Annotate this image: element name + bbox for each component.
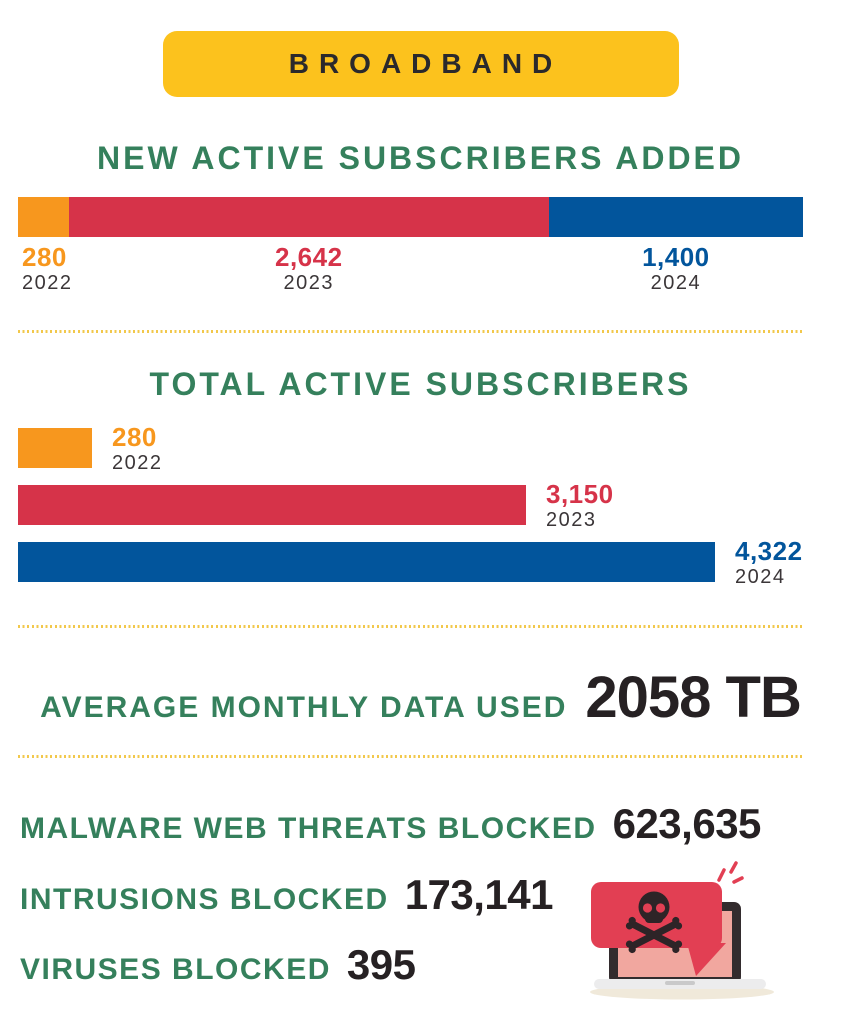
bar <box>18 485 526 525</box>
laptop-malware-alert-illustration <box>590 861 774 1000</box>
total-bars: 280 2022 3,150 2023 4,322 2024 <box>18 424 803 599</box>
bar-label-group: 4,322 2024 <box>735 538 803 587</box>
stacked-bar-segment <box>548 197 803 237</box>
stacked-bar-segment <box>18 197 69 237</box>
average-data-value: 2058 TB <box>585 665 801 730</box>
bar <box>18 542 715 582</box>
bar-year: 2022 <box>112 451 163 474</box>
chart1-title: NEW ACTIVE SUBSCRIBERS ADDED <box>97 140 744 176</box>
stat-row: MALWARE WEB THREATS BLOCKED 623,635 <box>20 800 761 848</box>
alert-sparks-icon <box>717 861 744 884</box>
bar-year: 2024 <box>650 272 702 294</box>
bar <box>18 428 92 468</box>
stacked-bar-label-group: 280 2022 <box>22 244 73 293</box>
bar-value: 1,400 <box>642 242 710 272</box>
stat-value: 173,141 <box>404 871 554 918</box>
stat-value: 395 <box>346 941 416 988</box>
stacked-bar-label-group: 2,642 2023 <box>275 244 343 293</box>
stat-label: MALWARE WEB THREATS BLOCKED <box>20 812 597 845</box>
laptop-base-notch <box>665 981 695 985</box>
stat-row: VIRUSES BLOCKED 395 <box>20 941 416 989</box>
average-data-row: AVERAGE MONTHLY DATA USED 2058 TB <box>0 664 841 731</box>
dotted-separator <box>18 625 803 628</box>
average-data-label: AVERAGE MONTHLY DATA USED <box>40 691 568 724</box>
total-bar-row: 280 2022 <box>18 424 803 473</box>
stacked-bar <box>18 197 803 237</box>
stat-value: 623,635 <box>612 800 762 847</box>
section-badge: BROADBAND <box>162 31 679 97</box>
stacked-bar-segment <box>68 197 549 237</box>
dotted-separator <box>18 755 803 758</box>
bar-year: 2024 <box>735 565 786 588</box>
stacked-bar-labels: 280 2022 2,642 2023 1,400 2024 <box>18 244 803 296</box>
bar-value: 3,150 <box>546 478 614 509</box>
bar-label-group: 3,150 2023 <box>546 481 614 530</box>
bar-label-group: 280 2022 <box>112 424 163 473</box>
stat-row: INTRUSIONS BLOCKED 173,141 <box>20 871 554 919</box>
badge-label: BROADBAND <box>288 48 563 79</box>
bar-year: 2023 <box>546 508 597 531</box>
bar-value: 280 <box>112 421 157 452</box>
bar-year: 2023 <box>283 272 335 294</box>
total-bar-row: 4,322 2024 <box>18 538 803 587</box>
bar-value: 280 <box>22 242 67 272</box>
total-bar-row: 3,150 2023 <box>18 481 803 530</box>
bar-year: 2022 <box>22 272 73 294</box>
stat-label: VIRUSES BLOCKED <box>20 953 331 986</box>
bar-value: 2,642 <box>274 242 343 272</box>
stat-label: INTRUSIONS BLOCKED <box>20 883 389 916</box>
bar-value: 4,322 <box>735 535 803 566</box>
chart2-title: TOTAL ACTIVE SUBSCRIBERS <box>149 366 692 402</box>
skull-crossbones-icon <box>625 891 683 954</box>
dotted-separator <box>18 330 803 333</box>
stacked-bar-label-group: 1,400 2024 <box>642 244 710 293</box>
